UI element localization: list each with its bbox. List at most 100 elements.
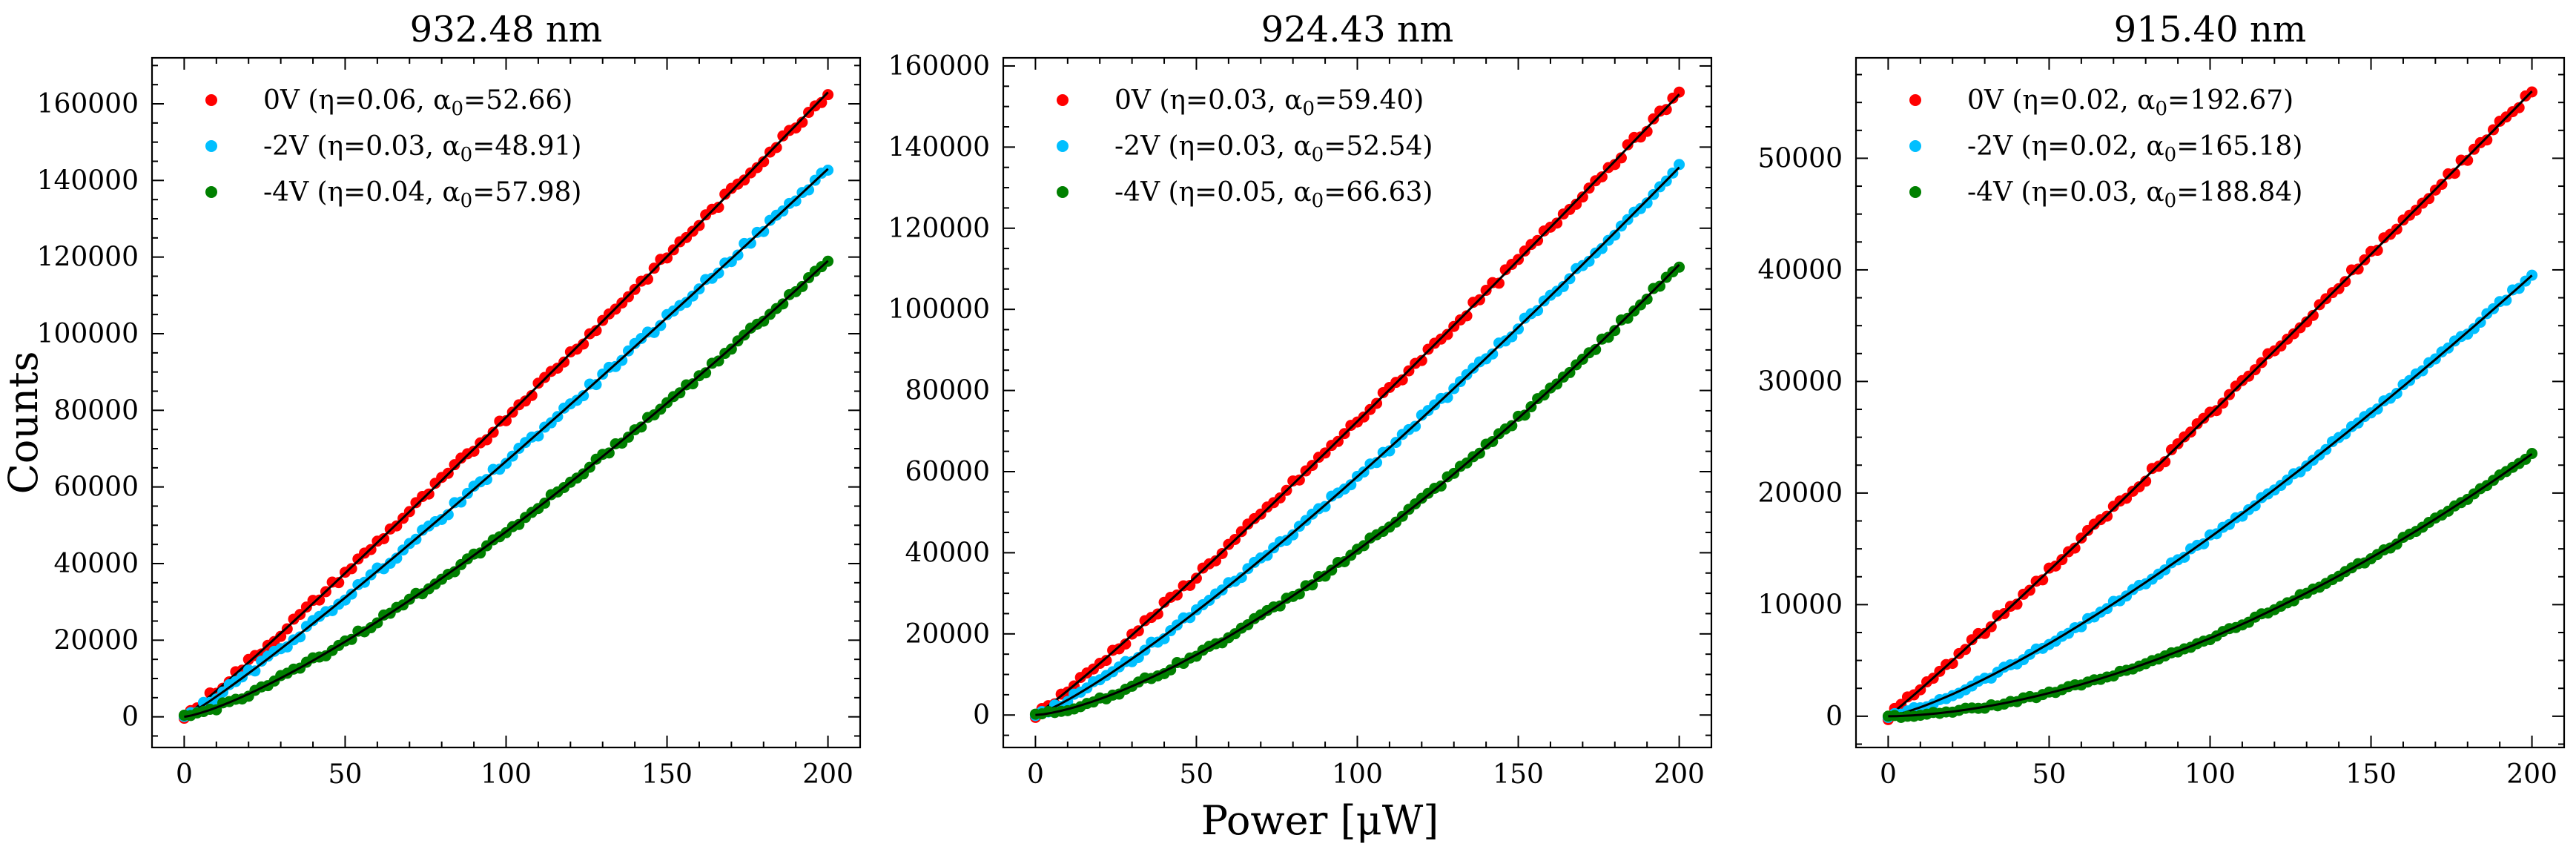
data-point <box>2037 574 2049 586</box>
y-tick-label: 20000 <box>53 625 139 656</box>
data-point <box>816 96 828 108</box>
data-point <box>1287 529 1299 541</box>
x-tick-label: 150 <box>1493 759 1544 790</box>
data-point <box>1985 621 1997 633</box>
data-point <box>1396 374 1408 386</box>
y-tick-label: 40000 <box>905 538 990 568</box>
data-point <box>1493 277 1505 289</box>
y-tick-label: 100000 <box>888 294 990 325</box>
y-tick-label: 160000 <box>37 89 139 119</box>
series--4V <box>1029 261 1685 720</box>
data-point <box>687 378 699 390</box>
data-point <box>1100 655 1112 667</box>
data-point <box>1576 191 1588 203</box>
data-point <box>442 509 454 521</box>
legend-label: 0V (η=0.03, α0=59.40) <box>1114 85 1424 120</box>
data-point <box>1307 579 1318 591</box>
series--4V <box>1882 448 2538 723</box>
data-point <box>501 415 512 426</box>
data-point <box>1235 526 1247 538</box>
data-point <box>1441 329 1453 340</box>
data-point <box>391 552 403 564</box>
data-point <box>1654 280 1666 292</box>
data-point <box>1674 86 1685 98</box>
data-point <box>2011 598 2023 610</box>
data-point <box>590 379 602 391</box>
x-tick-label: 100 <box>480 759 532 790</box>
data-point <box>758 156 770 168</box>
data-point <box>314 594 326 606</box>
data-point <box>822 89 834 101</box>
data-point <box>378 532 390 544</box>
fit-line <box>1034 93 1680 716</box>
legend-marker <box>1909 186 1921 198</box>
data-point <box>1487 348 1499 360</box>
data-point <box>468 445 480 457</box>
fit-line <box>183 168 829 719</box>
data-point <box>796 116 808 128</box>
data-point <box>1557 280 1569 292</box>
y-tick-label: 20000 <box>905 619 990 650</box>
data-point <box>2423 193 2435 205</box>
data-point <box>532 430 544 442</box>
data-point <box>648 326 660 338</box>
data-point <box>2462 154 2474 166</box>
legend-marker <box>205 186 217 198</box>
data-point <box>770 142 782 153</box>
data-point <box>1615 152 1627 164</box>
data-point <box>1519 409 1530 421</box>
data-point <box>1674 261 1685 273</box>
y-tick-label: 0 <box>973 700 990 730</box>
data-point <box>487 426 499 438</box>
data-point <box>1152 608 1163 620</box>
data-point <box>480 434 492 446</box>
chart-title: 915.40 nm <box>2114 9 2307 50</box>
data-point <box>758 225 770 237</box>
data-point <box>1235 572 1247 584</box>
chart-panel-3: 915.40 nm 0 50 100 150 200 0 10000 20000 30000 400… <box>1757 9 2566 790</box>
data-point <box>713 267 724 279</box>
data-point <box>1480 285 1492 297</box>
data-point <box>1416 354 1427 366</box>
data-point <box>687 290 699 302</box>
y-tick-label: 80000 <box>905 376 990 406</box>
data-point <box>2500 294 2512 306</box>
y-tick-label: 40000 <box>1757 255 1843 285</box>
data-point <box>2371 245 2383 257</box>
data-point <box>655 320 667 331</box>
legend-marker <box>1057 140 1069 152</box>
data-point <box>1571 198 1582 210</box>
legend-label: -2V (η=0.03, α0=52.54) <box>1114 131 1433 166</box>
data-point <box>1461 310 1473 322</box>
data-point <box>1210 555 1221 567</box>
data-point <box>1506 331 1518 343</box>
data-point <box>2333 283 2345 294</box>
y-axis-label: Counts <box>0 351 47 495</box>
data-point <box>275 630 287 642</box>
chart-panel-1: 932.48 nm 0 50 100 150 200 0 20000 40000 60000 800… <box>37 9 862 790</box>
x-tick-label: 150 <box>641 759 693 790</box>
data-point <box>526 389 538 401</box>
y-tick-label: 60000 <box>905 457 990 487</box>
fit-line <box>183 91 829 718</box>
data-point <box>1293 474 1305 486</box>
data-point <box>2513 102 2525 113</box>
data-point <box>1532 305 1544 317</box>
data-point <box>2481 134 2493 146</box>
data-point <box>1641 125 1653 137</box>
data-point <box>796 280 808 292</box>
y-tick-label: 0 <box>122 702 139 733</box>
y-tick-label: 40000 <box>53 549 139 579</box>
data-point <box>713 355 724 367</box>
data-point <box>1384 445 1396 457</box>
data-point <box>578 338 589 350</box>
data-point <box>1622 139 1634 151</box>
x-tick-label: 0 <box>1027 759 1044 790</box>
data-point <box>1596 171 1608 182</box>
chart-panel-2: 924.43 nm 0 50 100 150 200 0 20000 40000 60000 800… <box>888 9 1713 790</box>
data-point <box>1513 323 1525 335</box>
data-point <box>1622 312 1634 324</box>
y-tick-label: 140000 <box>37 165 139 196</box>
x-axis-label: Power [μW] <box>1201 797 1439 844</box>
